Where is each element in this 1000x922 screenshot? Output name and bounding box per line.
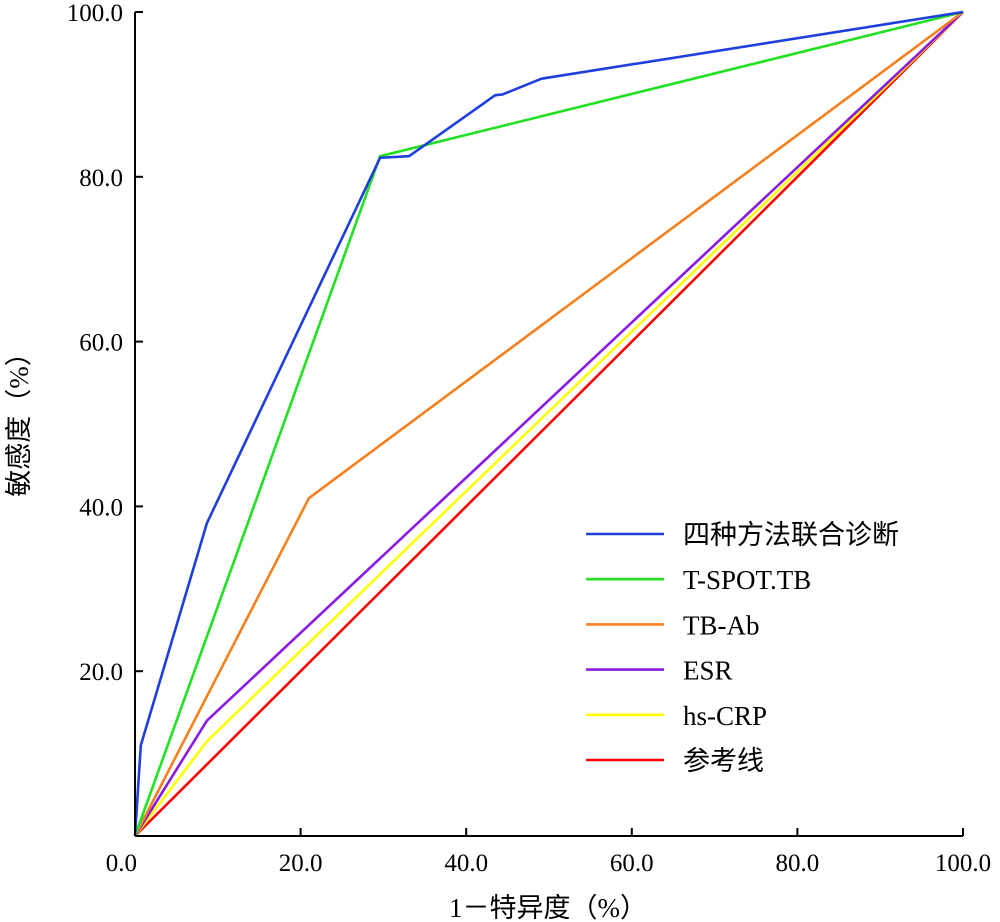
legend-label: hs-CRP xyxy=(683,701,767,731)
series-line-1 xyxy=(133,10,964,837)
y-tick-label: 40.0 xyxy=(79,494,123,521)
x-tick-label: 20.0 xyxy=(279,850,323,877)
y-axis-title: 敏感度（%） xyxy=(4,339,34,497)
legend-label: 四种方法联合诊断 xyxy=(683,520,899,550)
y-tick-label: 60.0 xyxy=(79,330,123,357)
series-line-4 xyxy=(133,11,964,837)
series-line-2 xyxy=(133,10,964,837)
legend-label: ESR xyxy=(683,656,733,686)
legend-label: 参考线 xyxy=(683,746,764,776)
x-tick-label: 80.0 xyxy=(776,850,820,877)
x-axis-title: 1－特异度（%） xyxy=(449,893,647,922)
series-layer xyxy=(133,10,964,837)
y-tick-label: 20.0 xyxy=(79,659,123,686)
series-line-3 xyxy=(133,11,964,837)
legend-label: T-SPOT.TB xyxy=(683,565,811,595)
series-line-0 xyxy=(133,10,964,837)
y-tick-label: 100.0 xyxy=(67,0,123,27)
x-tick-label: 40.0 xyxy=(444,850,488,877)
legend-label: TB-Ab xyxy=(683,610,760,640)
legend: 四种方法联合诊断 T-SPOT.TB TB-Ab ESR hs-CRP 参考线 xyxy=(586,520,899,776)
axes: 0.0 20.0 40.0 60.0 80.0 100.0 20.0 40.0 60.0 80.0… xyxy=(67,0,991,877)
x-tick-label: 100.0 xyxy=(935,850,991,877)
series-line-5 xyxy=(134,11,964,837)
x-tick-label: 60.0 xyxy=(610,850,654,877)
y-tick-label: 80.0 xyxy=(79,165,123,192)
x-tick-label: 0.0 xyxy=(106,850,137,877)
